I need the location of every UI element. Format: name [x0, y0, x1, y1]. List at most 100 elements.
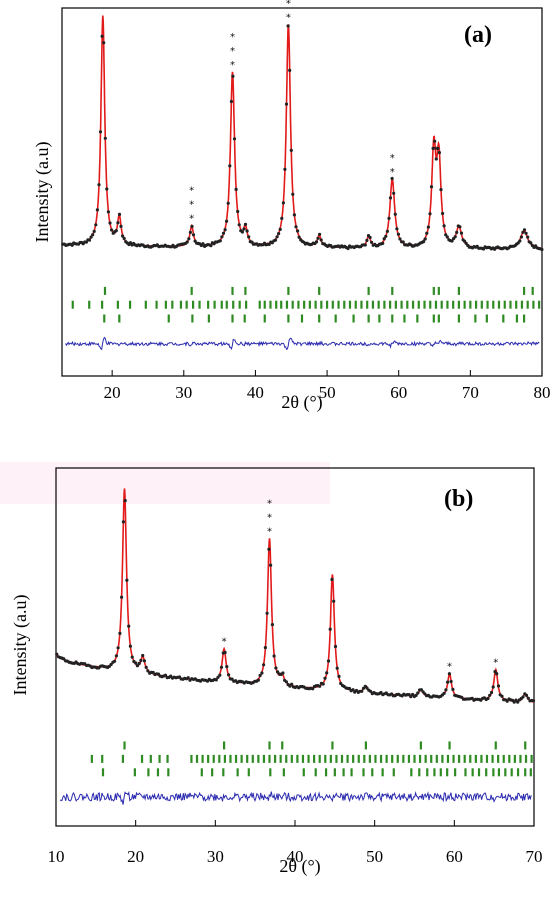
- observed-point: [351, 688, 355, 692]
- difference-line: [59, 790, 532, 805]
- observed-point: [144, 665, 148, 670]
- observed-point: [120, 595, 124, 599]
- observed-point: [505, 699, 509, 703]
- observed-point: [89, 235, 93, 239]
- observed-point: [122, 236, 126, 241]
- observed-point: [245, 229, 249, 233]
- observed-point: [422, 240, 426, 244]
- observed-point: [218, 673, 222, 677]
- observed-point: [281, 201, 285, 205]
- panel-a-plot: * * * * * * * * * * *: [61, 0, 544, 351]
- panel-a: (a) Intensity (a.u) 2θ (°) 20 30 40 50 60 70 8…: [32, 0, 550, 413]
- observed-point: [311, 687, 315, 691]
- x-tick-label: 50: [366, 847, 383, 866]
- observed-point: [450, 239, 454, 243]
- x-tick-label: 60: [390, 383, 407, 402]
- impurity-star-marker: *: [390, 153, 395, 164]
- background-tint: [0, 462, 330, 504]
- observed-point: [437, 151, 441, 155]
- observed-point: [91, 233, 95, 237]
- observed-point: [289, 148, 293, 152]
- observed-point: [455, 230, 459, 234]
- observed-point: [491, 685, 495, 689]
- x-tick-label: 20: [104, 383, 121, 402]
- calculated-profile-line: [61, 15, 542, 250]
- panel-a-x-ticks: 20 30 40 50 60 70 80: [104, 370, 550, 402]
- observed-point: [526, 235, 530, 239]
- impurity-star-marker: *: [267, 512, 272, 523]
- observed-point: [423, 237, 427, 241]
- observed-point: [518, 239, 522, 243]
- observed-point: [529, 241, 533, 245]
- observed-point: [267, 547, 271, 551]
- observed-point: [398, 237, 402, 241]
- observed-point: [365, 238, 369, 242]
- observed-point: [486, 696, 490, 701]
- observed-point: [335, 666, 339, 670]
- observed-point: [269, 563, 273, 567]
- impurity-star-marker: *: [189, 186, 194, 197]
- observed-point: [214, 678, 218, 682]
- observed-point: [363, 243, 367, 247]
- observed-point: [220, 235, 224, 239]
- observed-point: [280, 216, 284, 220]
- observed-point: [441, 211, 445, 216]
- panel-a-frame: [61, 7, 543, 377]
- observed-point: [230, 677, 234, 681]
- panel-a-xlabel: 2θ (°): [281, 392, 322, 413]
- observed-point: [146, 669, 150, 673]
- observed-point: [190, 224, 194, 228]
- panel-b-x-ticks: 10 20 30 40 50 60 70: [48, 820, 543, 866]
- observed-point: [130, 655, 134, 659]
- observed-point: [521, 230, 525, 234]
- observed-point: [114, 654, 118, 658]
- panel-a-bragg-markers: [71, 286, 541, 323]
- observed-point: [288, 68, 292, 72]
- observed-point: [453, 235, 457, 239]
- observed-point: [296, 229, 300, 233]
- observed-point: [243, 222, 248, 226]
- observed-point: [227, 673, 231, 677]
- x-tick-label: 40: [287, 847, 304, 866]
- observed-point: [278, 227, 282, 231]
- impurity-star-marker: *: [390, 167, 395, 178]
- observed-point: [256, 678, 260, 682]
- observed-point: [318, 684, 322, 688]
- observed-point: [328, 627, 332, 631]
- observed-point: [370, 240, 374, 244]
- observed-point: [516, 700, 520, 704]
- impurity-star-marker: *: [267, 498, 272, 509]
- observed-point: [429, 185, 434, 189]
- observed-point: [387, 216, 391, 220]
- impurity-star-marker: *: [286, 12, 291, 23]
- observed-point: [442, 224, 446, 228]
- observed-point: [201, 242, 205, 246]
- observed-point: [191, 233, 196, 237]
- observed-point: [381, 241, 385, 245]
- x-tick-label: 80: [534, 383, 550, 402]
- observed-point: [388, 196, 393, 200]
- observed-point: [186, 676, 190, 680]
- observed-point: [390, 176, 394, 181]
- observed-point: [500, 694, 504, 698]
- observed-point: [431, 146, 435, 150]
- observed-point: [263, 646, 267, 650]
- observed-point: [451, 687, 455, 692]
- observed-point: [226, 201, 230, 205]
- observed-point: [297, 235, 301, 239]
- observed-point: [436, 146, 440, 151]
- observed-point: [347, 686, 352, 691]
- observed-point: [219, 665, 224, 669]
- observed-point: [187, 237, 191, 241]
- observed-point: [495, 672, 499, 676]
- impurity-star-marker: *: [286, 0, 291, 9]
- panel-b-label: (b): [444, 486, 473, 512]
- observed-point: [134, 661, 138, 665]
- observed-point: [55, 652, 59, 656]
- observed-point: [332, 599, 336, 603]
- observed-point: [449, 679, 453, 684]
- panel-b-ylabel: Intensity (a.u): [10, 595, 31, 696]
- observed-point: [314, 240, 319, 244]
- observed-point: [276, 670, 280, 674]
